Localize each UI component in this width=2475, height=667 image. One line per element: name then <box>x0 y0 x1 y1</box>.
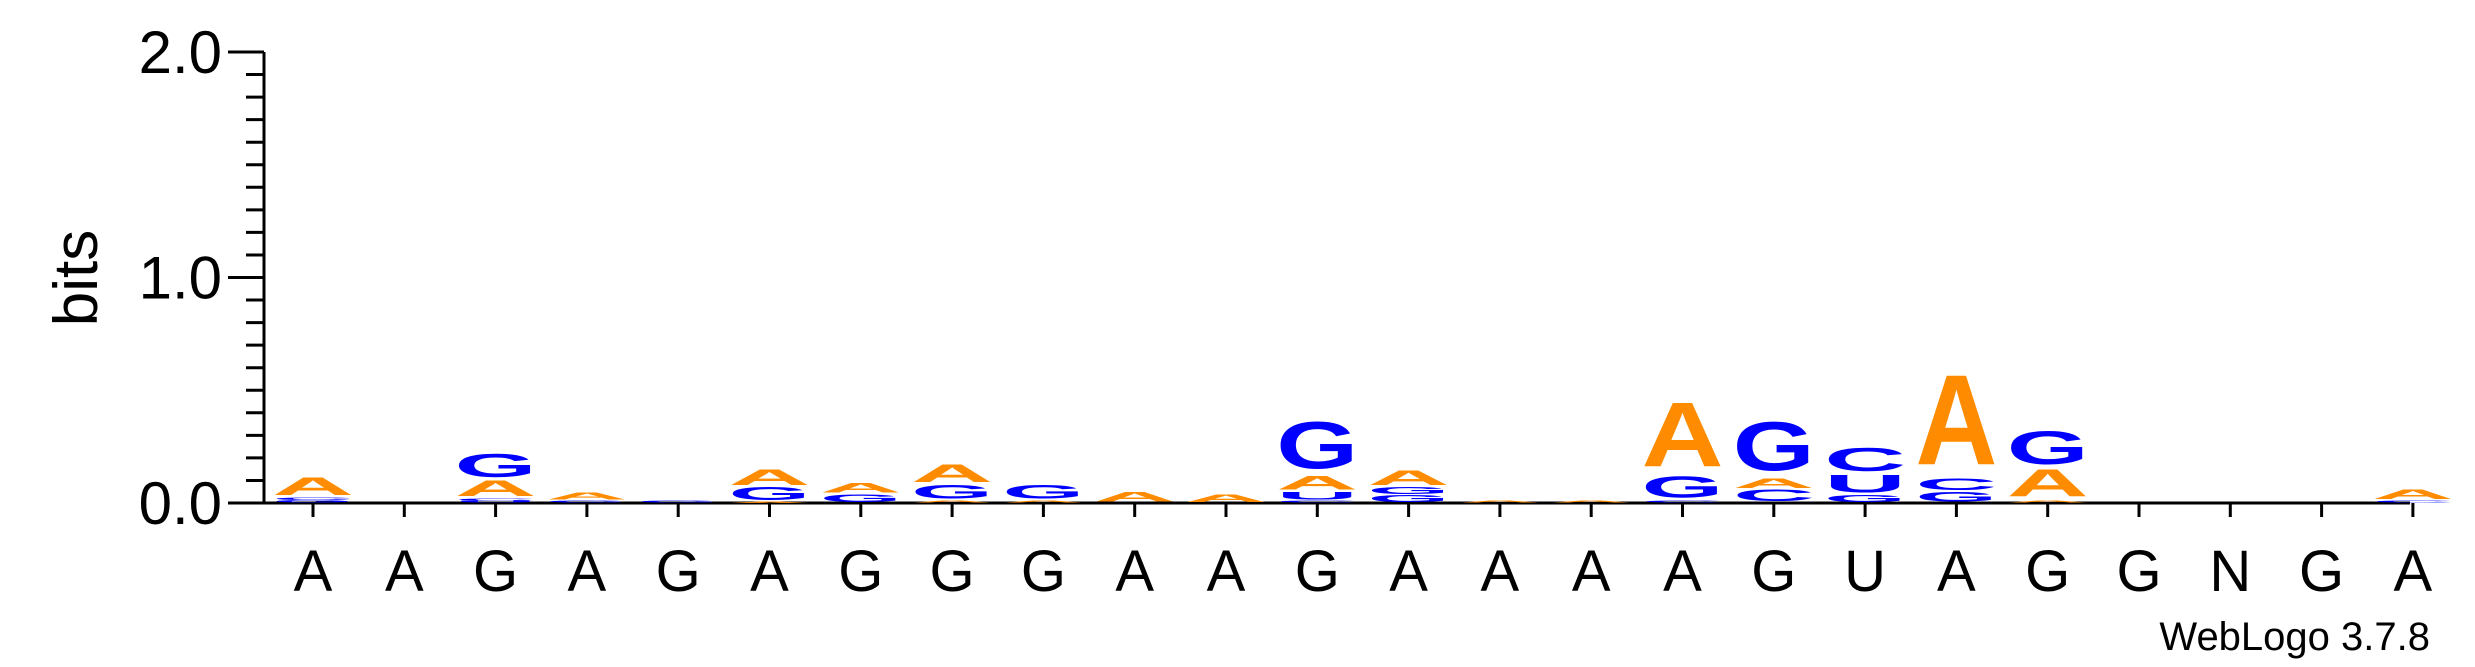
logo-letter-A: A <box>455 476 537 501</box>
x-tick-label: G <box>2116 539 2161 604</box>
x-tick-label: A <box>1663 539 1702 604</box>
logo-letter-C: C <box>1915 475 1997 494</box>
x-tick-label: A <box>1937 539 1976 604</box>
logo-letter-G: G <box>1276 408 1358 483</box>
logo-letter-G: G <box>1824 493 1906 504</box>
footer-credit: WebLogo 3.7.8 <box>2159 615 2430 659</box>
logo-letter-G: G <box>820 492 902 505</box>
logo-letter-A: A <box>729 465 811 490</box>
logo-letter-G: G <box>1368 485 1450 496</box>
logo-letter-C: C <box>1824 441 1906 479</box>
logo-letter-A: A <box>2007 500 2089 503</box>
logo-letter-A: A <box>1733 476 1815 492</box>
x-tick-label: A <box>1115 539 1154 604</box>
logo-letter-U: U <box>1824 470 1906 498</box>
y-tick-label: 2.0 <box>139 19 222 86</box>
logo-letter-C: C <box>2372 500 2454 503</box>
logo-letter-G: G <box>1002 481 1084 503</box>
logo-letter-A: A <box>729 502 811 504</box>
logo-letter-G: G <box>637 500 719 503</box>
x-tick-label: A <box>1481 539 1520 604</box>
x-tick-label: U <box>1844 539 1886 604</box>
logo-letter-A: A <box>1915 348 1997 492</box>
logo-letter-A: A <box>1002 500 1084 503</box>
logo-letter-G: G <box>1915 489 1997 505</box>
logo-letter-U: U <box>455 500 537 503</box>
y-tick-label: 1.0 <box>139 245 222 312</box>
x-tick-label: A <box>294 539 333 604</box>
logo-letter-G: G <box>546 500 628 503</box>
logo-letter-C: C <box>455 498 537 501</box>
logo-letter-C: C <box>1276 500 1358 503</box>
logo-letter-C: C <box>272 497 354 501</box>
logo-letter-A: A <box>546 491 628 502</box>
logo-letter-G: G <box>1733 407 1815 485</box>
logo-letter-A: A <box>911 460 993 488</box>
logo-letter-U: U <box>1276 490 1358 502</box>
y-axis-label: bits <box>42 230 111 326</box>
x-tick-label: A <box>1389 539 1428 604</box>
y-ticks: 0.0 1.0 2.0 <box>139 19 264 537</box>
logo-letter-A: A <box>1459 500 1541 503</box>
x-tick-label: G <box>2025 539 2070 604</box>
x-tick-label: A <box>1572 539 1611 604</box>
logo-letter-G: G <box>272 500 354 504</box>
x-tick-label: G <box>930 539 975 604</box>
x-tick-label: G <box>656 539 701 604</box>
x-tick-label: G <box>473 539 518 604</box>
logo-letter-A: A <box>272 473 354 501</box>
logo-letter-A: A <box>911 500 993 503</box>
x-tick-label: G <box>838 539 883 604</box>
logo-letter-A: A <box>2007 461 2089 505</box>
x-tick-label: G <box>1751 539 1796 604</box>
logo-letter-A: A <box>820 480 902 496</box>
logo-letter-A: A <box>1094 489 1176 505</box>
logo-letter-G: G <box>2007 422 2089 475</box>
logo-letter-G: G <box>455 446 537 484</box>
logo-letter-A: A <box>1276 472 1358 494</box>
y-tick-label: 0.0 <box>139 470 222 537</box>
logo-letter-C: C <box>1642 500 1724 503</box>
logo-letter-A: A <box>2372 487 2454 503</box>
logo-letter-A: A <box>1550 500 1632 503</box>
logo-letter-C: C <box>1733 486 1815 505</box>
logo-letter-G: G <box>1642 470 1724 504</box>
x-tick-label: A <box>750 539 789 604</box>
x-tick-label: G <box>1295 539 1340 604</box>
logo-letter-A: A <box>1642 382 1724 485</box>
x-tick-label: A <box>385 539 424 604</box>
x-tick-label: A <box>1207 539 1246 604</box>
x-tick-label: N <box>2209 539 2251 604</box>
x-tick-label: A <box>568 539 607 604</box>
x-tick-label: G <box>2299 539 2344 604</box>
x-tick-label: G <box>1021 539 1066 604</box>
x-tick-label: A <box>2394 539 2433 604</box>
logo-letter-G: G <box>1368 493 1450 504</box>
logo-letter-G: G <box>729 484 811 504</box>
logo-letter-A: A <box>1185 492 1267 504</box>
logo-letter-A: A <box>1368 466 1450 489</box>
axes: bits WebLogo 3.7.8 <box>42 52 2430 659</box>
logo-letter-G: G <box>911 481 993 503</box>
